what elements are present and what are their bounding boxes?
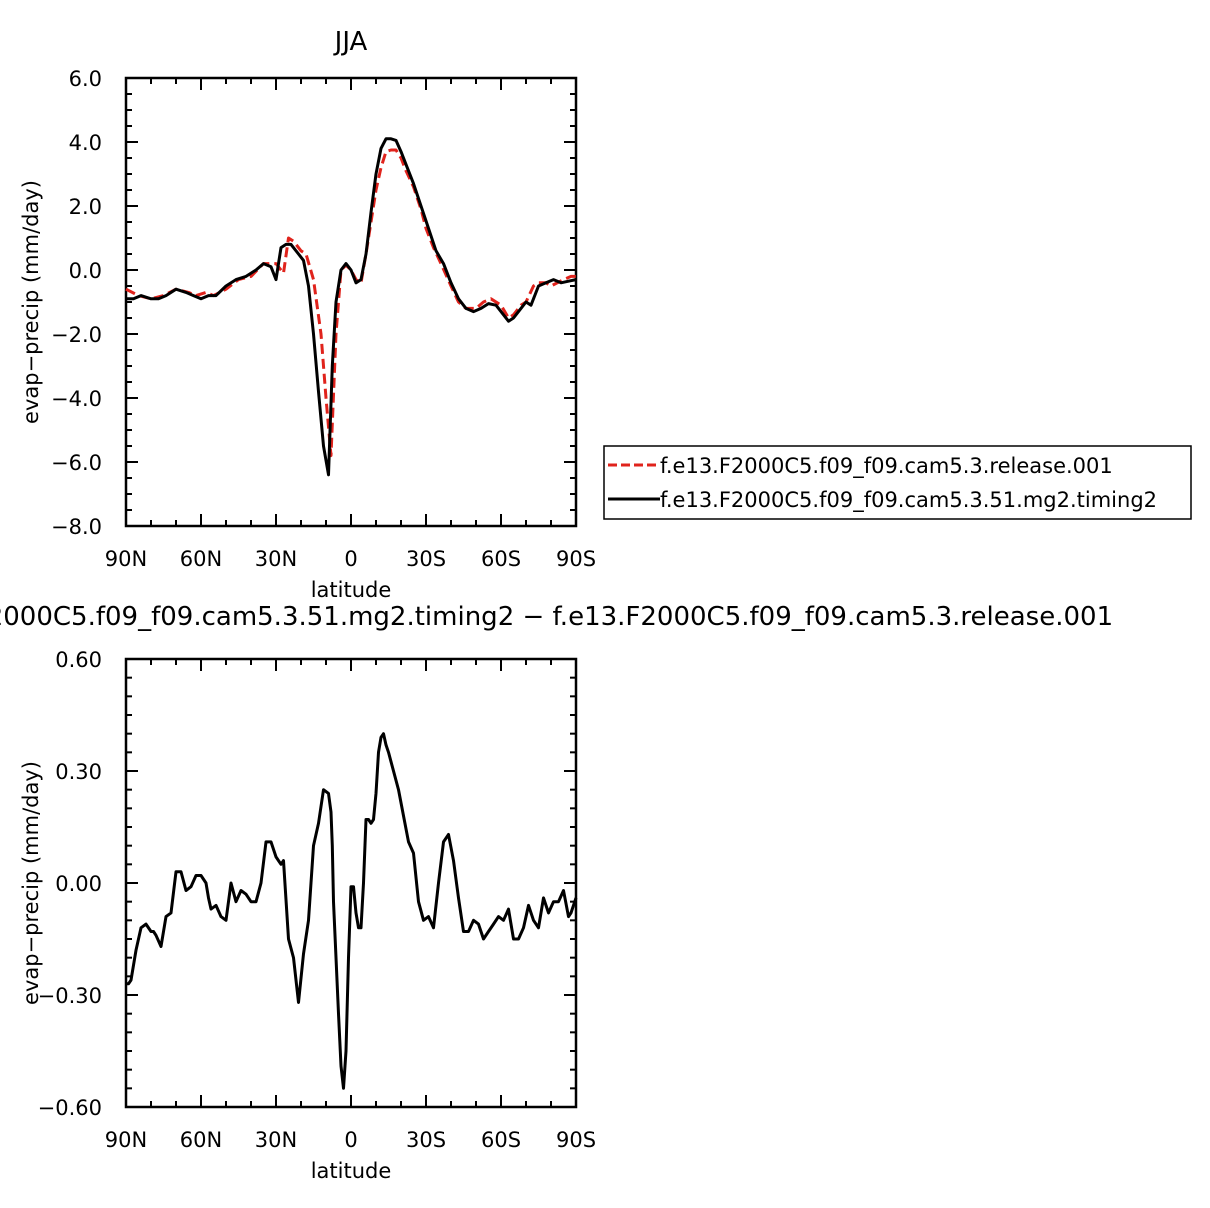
legend: f.e13.F2000C5.f09_f09.cam5.3.release.001… [603,445,1192,520]
y-tick-label: −8.0 [51,515,102,539]
x-tick-label: 60N [180,1128,222,1152]
legend-frame [603,445,1192,520]
y-tick-label: −6.0 [51,451,102,475]
x-tick-label: 0 [344,547,357,571]
x-tick-label: 90S [556,1128,596,1152]
series-line-timing2 [126,137,577,477]
y-tick-label: 0.0 [69,259,102,283]
x-tick-label: 90S [556,547,596,571]
y-tick-label: −2.0 [51,323,102,347]
y-tick-label: 0.00 [55,872,102,896]
y-tick-label: 2.0 [69,195,102,219]
x-axis-label: latitude [311,1159,392,1183]
x-tick-label: 60S [481,547,521,571]
x-axis-label: latitude [311,578,392,602]
y-tick-label: −0.60 [38,1096,102,1120]
chart-title: f.e13.F2000C5.f09_f09.cam5.3.51.mg2.timi… [0,602,1113,632]
x-tick-label: 0 [344,1128,357,1152]
y-tick-label: −0.30 [38,984,102,1008]
y-tick-label: 6.0 [69,67,102,91]
x-tick-label: 90N [105,547,147,571]
y-axis-label: evap−precip (mm/day) [19,761,43,1005]
series-line-difference [126,732,578,1090]
series-line-release [125,148,576,458]
x-tick-label: 30S [406,547,446,571]
y-tick-label: −4.0 [51,387,102,411]
x-tick-label: 90N [105,1128,147,1152]
legend-label: f.e13.F2000C5.f09_f09.cam5.3.release.001 [660,454,1113,479]
y-tick-label: 0.30 [55,760,102,784]
plot-frame [124,76,578,528]
legend-label: f.e13.F2000C5.f09_f09.cam5.3.51.mg2.timi… [660,488,1157,513]
x-tick-label: 60N [180,547,222,571]
bottom-chart: f.e13.F2000C5.f09_f09.cam5.3.51.mg2.timi… [0,602,1113,1183]
x-tick-label: 60S [481,1128,521,1152]
y-tick-label: 4.0 [69,131,102,155]
x-tick-label: 30S [406,1128,446,1152]
chart-title: JJA [333,27,368,57]
y-axis-label: evap−precip (mm/day) [19,180,43,424]
x-tick-label: 30N [255,547,297,571]
y-tick-label: 0.60 [55,648,102,672]
x-tick-label: 30N [255,1128,297,1152]
